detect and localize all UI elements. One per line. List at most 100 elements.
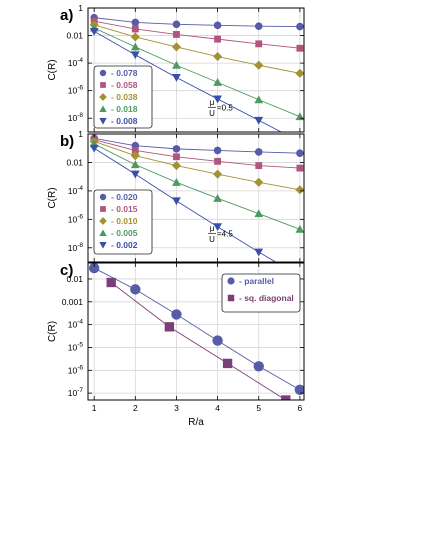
plot-frame: [87, 262, 305, 401]
series-5: [89, 144, 277, 262]
y-tick-label: 10-6: [68, 213, 84, 224]
data-point: [106, 277, 116, 288]
legend-marker: [99, 93, 107, 101]
data-point: [255, 162, 263, 170]
data-point: [164, 322, 175, 332]
data-point: [131, 18, 140, 27]
data-point: [254, 22, 263, 30]
data-point: [294, 384, 304, 395]
data-point: [213, 146, 222, 155]
y-tick-label: 1: [78, 3, 83, 13]
data-point: [254, 209, 264, 218]
annotation-value: =0.5: [217, 104, 233, 113]
y-tick-label: 10-5: [68, 341, 84, 352]
x-tick-label: 6: [298, 403, 303, 413]
y-tick-label: 10-6: [68, 364, 84, 375]
data-point: [172, 197, 181, 206]
data-point: [295, 112, 304, 121]
legend-marker: [100, 206, 106, 212]
y-tick-label: 1: [78, 129, 83, 139]
y-tick-label: 10-6: [68, 85, 84, 96]
data-point: [213, 169, 223, 179]
plot-frame: [87, 133, 305, 263]
y-axis-label: C(R): [47, 321, 58, 342]
legend-label: - 0.018: [111, 104, 138, 114]
legend-label: - 0.038: [111, 92, 138, 102]
series-4: [89, 23, 304, 121]
series-line: [93, 27, 301, 118]
legend-label: - 0.020: [111, 192, 138, 202]
legend-marker: [99, 217, 107, 225]
series-1: [90, 134, 304, 157]
series-line: [94, 139, 300, 169]
y-tick-label: 0.01: [66, 274, 83, 284]
data-point: [296, 44, 304, 52]
data-point: [172, 177, 181, 186]
ratio-annotation: μU=0.5: [208, 98, 233, 118]
series-line: [94, 20, 300, 49]
annotation-denominator: U: [209, 235, 215, 244]
data-point: [213, 21, 222, 30]
legend-box: [93, 65, 153, 129]
legend-label: - sq. diagonal: [239, 293, 294, 303]
legend-label: - 0.008: [111, 116, 138, 126]
data-point: [130, 151, 140, 161]
data-point: [130, 284, 141, 295]
series-1: [90, 13, 304, 31]
plot-frame: [87, 7, 305, 133]
series-line: [94, 24, 300, 74]
legend-marker: [99, 105, 107, 112]
data-point: [172, 145, 181, 153]
legend-marker: [99, 229, 107, 236]
legend-marker: [99, 69, 107, 77]
data-point: [254, 177, 264, 187]
legend-label: - 0.015: [111, 204, 138, 214]
data-point: [130, 160, 140, 169]
data-point: [214, 157, 222, 165]
x-tick-label: 3: [174, 403, 179, 413]
series-3: [89, 20, 304, 78]
y-tick-label: 10-4: [68, 57, 84, 68]
data-point: [254, 116, 264, 125]
series-2: [90, 17, 304, 52]
y-axis-label: C(R): [47, 59, 58, 80]
data-point: [173, 153, 180, 161]
panel-label: b): [60, 133, 74, 150]
data-point: [222, 358, 233, 369]
data-point: [88, 263, 100, 274]
data-point: [172, 60, 181, 69]
data-point: [131, 147, 139, 154]
y-tick-label: 10-4: [68, 319, 84, 330]
data-point: [296, 149, 304, 157]
legend-label: - 0.002: [111, 240, 138, 250]
data-point: [171, 42, 182, 52]
annotation-numerator: μ: [210, 98, 215, 107]
legend: - 0.020 - 0.015 - 0.010 - 0.005 - 0.002: [93, 189, 153, 255]
series-1: [88, 263, 304, 395]
legend-marker: [227, 294, 235, 302]
legend-marker: [99, 242, 107, 249]
y-tick-label: 0.01: [66, 31, 83, 41]
y-tick-label: 0.01: [66, 157, 83, 167]
x-tick-label: 1: [92, 403, 97, 413]
legend-marker: [99, 193, 107, 201]
y-tick-label: 10-4: [68, 185, 84, 196]
y-tick-label: 10-8: [68, 242, 84, 253]
data-point: [296, 22, 304, 31]
data-point: [254, 248, 264, 257]
annotation-numerator: μ: [210, 224, 215, 233]
data-point: [130, 170, 140, 179]
legend-label: - parallel: [239, 276, 274, 286]
data-point: [213, 78, 222, 86]
legend-marker: [99, 118, 107, 125]
legend-box: [221, 273, 301, 313]
y-tick-label: 10-7: [68, 387, 84, 398]
legend-marker: [100, 82, 106, 88]
x-tick-label: 4: [215, 403, 220, 413]
legend: - parallel - sq. diagonal: [221, 273, 301, 313]
y-axis-label: C(R): [47, 187, 58, 208]
series-line: [110, 282, 287, 400]
legend-label: - 0.078: [111, 68, 138, 78]
